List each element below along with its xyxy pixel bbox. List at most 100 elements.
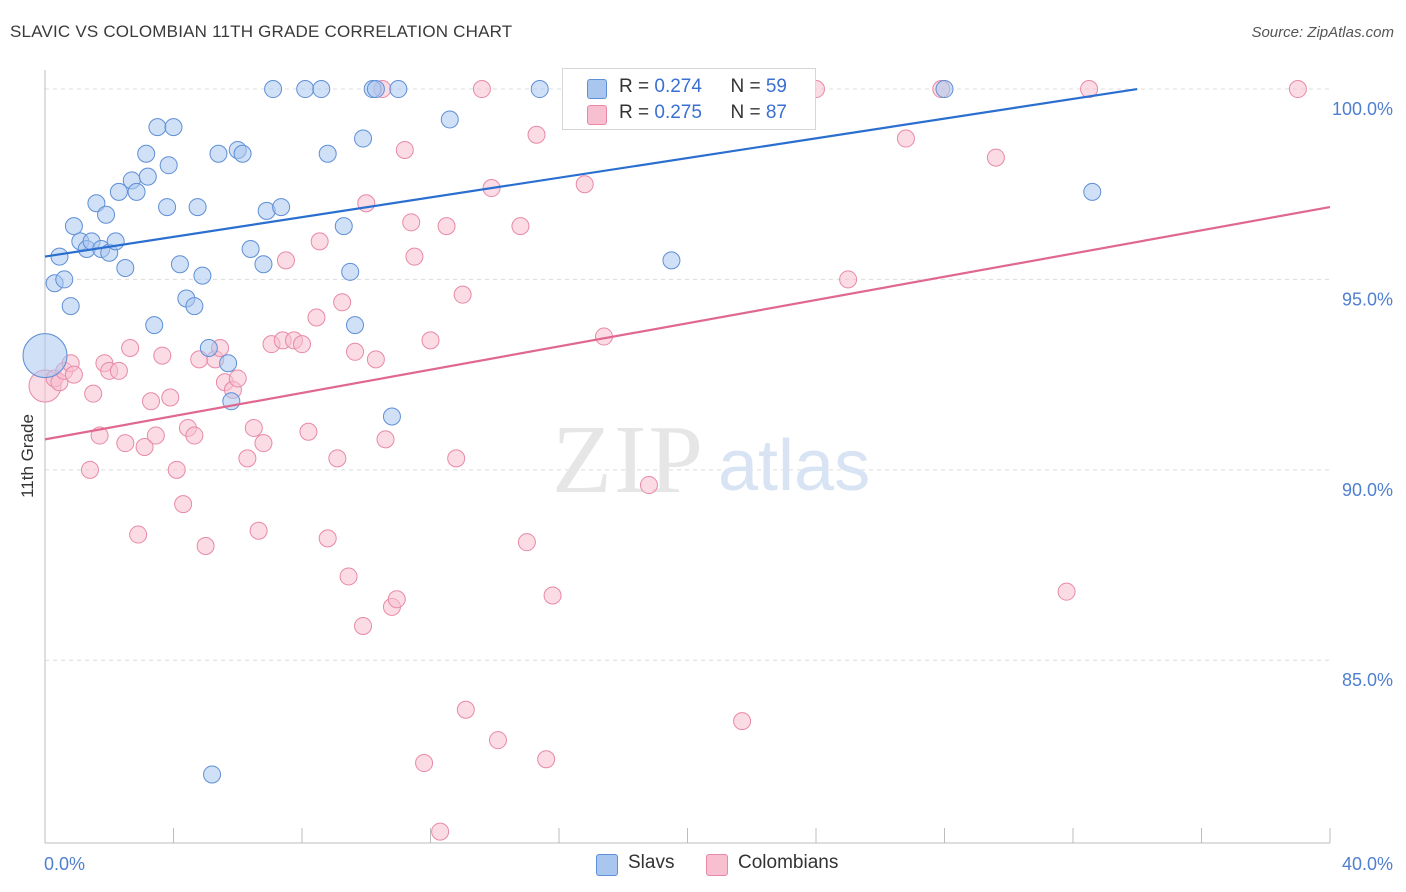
slavs-point bbox=[61, 297, 80, 316]
colombians-point bbox=[109, 361, 128, 380]
colombians-point bbox=[146, 426, 165, 445]
colombians-point bbox=[161, 388, 180, 407]
colombians-point bbox=[244, 418, 263, 437]
colombians-point bbox=[249, 521, 268, 540]
slavs-point bbox=[185, 297, 204, 316]
colombians-point bbox=[84, 384, 103, 403]
colombians-point bbox=[174, 495, 193, 514]
legend-r-value-slavs: 0.274 bbox=[654, 76, 702, 97]
legend-r-value-colombians: 0.275 bbox=[654, 102, 702, 123]
legend-r-label: R = bbox=[619, 102, 655, 123]
colombians-point bbox=[575, 175, 594, 194]
series-swatch-colombians bbox=[706, 854, 728, 876]
colombians-point bbox=[196, 536, 215, 555]
axis-layer bbox=[44, 70, 1331, 844]
colombians-point bbox=[153, 346, 172, 365]
watermark-atlas: atlas bbox=[718, 426, 870, 506]
slavs-point bbox=[354, 129, 373, 148]
y-axis-label: 11th Grade bbox=[18, 414, 37, 498]
colombians-point bbox=[167, 460, 186, 479]
colombians-point bbox=[395, 140, 414, 159]
slavs-point bbox=[935, 80, 954, 99]
colombians-point bbox=[1057, 582, 1076, 601]
chart-title: SLAVIC VS COLOMBIAN 11TH GRADE CORRELATI… bbox=[10, 22, 513, 41]
slavs-point bbox=[55, 270, 74, 289]
colombians-point bbox=[328, 449, 347, 468]
slavs-point bbox=[50, 247, 69, 266]
slavs-point bbox=[241, 239, 260, 258]
legend-n-value-colombians: 87 bbox=[765, 102, 787, 123]
colombians-point bbox=[437, 217, 456, 236]
watermark-zip: ZIP bbox=[552, 406, 705, 514]
y-tick-label: 85.0% bbox=[1342, 670, 1393, 690]
colombians-point bbox=[64, 365, 83, 384]
slavs-point bbox=[296, 80, 315, 99]
y-tick-label: 90.0% bbox=[1342, 480, 1393, 500]
slavs-point bbox=[109, 182, 128, 201]
slavs-point bbox=[127, 182, 146, 201]
slavs-point bbox=[334, 217, 353, 236]
colombians-point bbox=[310, 232, 329, 251]
slavs-point bbox=[145, 316, 164, 335]
colombians-point bbox=[346, 342, 365, 361]
slavs-point bbox=[389, 80, 408, 99]
colombians-point bbox=[986, 148, 1005, 167]
series-swatch-slavs bbox=[596, 854, 618, 876]
source-credit: Source: ZipAtlas.com bbox=[1251, 24, 1394, 41]
slavs-point bbox=[233, 144, 252, 163]
slavs-point bbox=[318, 144, 337, 163]
slavs-point bbox=[312, 80, 331, 99]
slavs-point bbox=[1083, 182, 1102, 201]
slavs-point bbox=[209, 144, 228, 163]
correlation-legend: R = 0.274 N = 59 R = 0.275 N = 87 bbox=[562, 68, 816, 130]
legend-n-label: N = bbox=[730, 76, 766, 97]
x-tick-label: 40.0% bbox=[1342, 854, 1393, 874]
colombians-point bbox=[307, 308, 326, 327]
colombians-point bbox=[839, 270, 858, 289]
slavs-point bbox=[97, 205, 116, 224]
colombians-point bbox=[733, 712, 752, 731]
colombians-point bbox=[543, 586, 562, 605]
slavs-point bbox=[188, 198, 207, 217]
colombians-point bbox=[472, 80, 491, 99]
trend-lines bbox=[44, 87, 1331, 441]
slavs-point bbox=[272, 198, 291, 217]
slavs-points bbox=[22, 80, 1102, 784]
slavs-point bbox=[341, 262, 360, 281]
slavs-point bbox=[22, 333, 68, 379]
slavs-point bbox=[116, 259, 135, 278]
slavs-point bbox=[382, 407, 401, 426]
colombians-point bbox=[366, 350, 385, 369]
slavs-point bbox=[170, 255, 189, 274]
slavs-point bbox=[138, 167, 157, 186]
slavs-point bbox=[164, 118, 183, 137]
colombians-point bbox=[453, 285, 472, 304]
legend-n-label: N = bbox=[730, 102, 766, 123]
colombians-point bbox=[517, 533, 536, 552]
slavs-trend-line bbox=[44, 87, 1138, 258]
legend-swatch-colombians bbox=[587, 105, 607, 125]
colombians-point bbox=[142, 392, 161, 411]
slavs-point bbox=[158, 198, 177, 217]
colombians-point bbox=[238, 449, 257, 468]
colombians-point bbox=[1288, 80, 1307, 99]
slavs-point bbox=[254, 255, 273, 274]
slavs-point bbox=[530, 80, 549, 99]
series-label-colombians: Colombians bbox=[738, 852, 839, 873]
y-tick-label: 100.0% bbox=[1332, 99, 1393, 119]
slavs-point bbox=[199, 338, 218, 357]
colombians-point bbox=[456, 700, 475, 719]
watermark: ZIP atlas bbox=[552, 406, 870, 514]
colombians-point bbox=[293, 335, 311, 354]
slavs-point bbox=[203, 765, 222, 784]
colombians-point bbox=[421, 331, 440, 350]
x-tick-label: 0.0% bbox=[44, 854, 85, 874]
colombians-trend-line bbox=[44, 206, 1331, 441]
colombians-point bbox=[121, 338, 140, 357]
colombians-point bbox=[488, 731, 507, 750]
slavs-point bbox=[366, 80, 385, 99]
colombians-point bbox=[135, 437, 154, 456]
colombians-point bbox=[339, 567, 358, 586]
slavs-point bbox=[64, 217, 83, 236]
